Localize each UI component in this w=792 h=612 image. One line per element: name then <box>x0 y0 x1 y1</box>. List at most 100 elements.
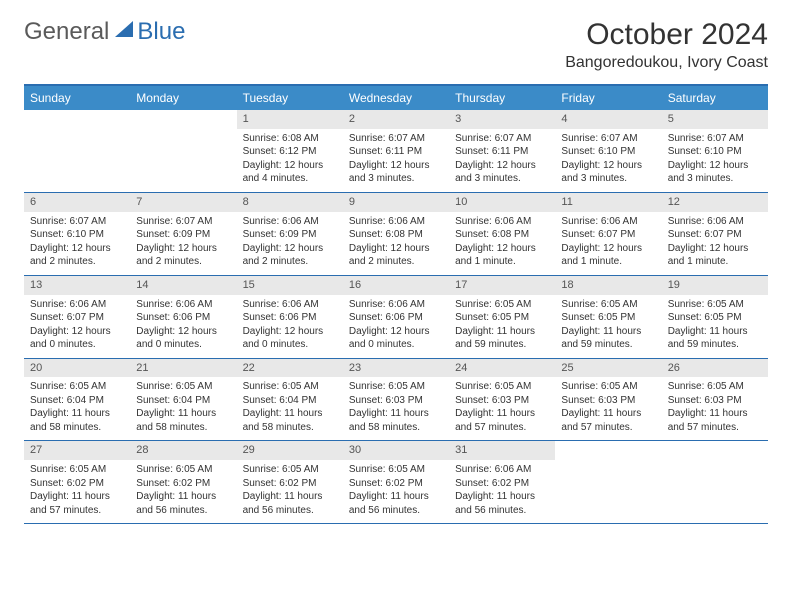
day-cell: 10Sunrise: 6:06 AMSunset: 6:08 PMDayligh… <box>449 193 555 275</box>
day-cell: 6Sunrise: 6:07 AMSunset: 6:10 PMDaylight… <box>24 193 130 275</box>
day-cell: 4Sunrise: 6:07 AMSunset: 6:10 PMDaylight… <box>555 110 661 192</box>
day-cell: 13Sunrise: 6:06 AMSunset: 6:07 PMDayligh… <box>24 276 130 358</box>
sunset-text: Sunset: 6:04 PM <box>243 394 337 408</box>
day-cell: 26Sunrise: 6:05 AMSunset: 6:03 PMDayligh… <box>662 359 768 441</box>
day-cell: 1Sunrise: 6:08 AMSunset: 6:12 PMDaylight… <box>237 110 343 192</box>
sunset-text: Sunset: 6:05 PM <box>561 311 655 325</box>
day-number: 23 <box>343 359 449 378</box>
day-body: Sunrise: 6:06 AMSunset: 6:08 PMDaylight:… <box>449 212 555 275</box>
daylight-text: Daylight: 12 hours and 2 minutes. <box>136 242 230 269</box>
sunset-text: Sunset: 6:03 PM <box>349 394 443 408</box>
day-header-sun: Sunday <box>24 86 130 110</box>
logo-sail-icon <box>113 18 135 46</box>
sunrise-text: Sunrise: 6:07 AM <box>561 132 655 146</box>
day-body: Sunrise: 6:05 AMSunset: 6:03 PMDaylight:… <box>449 377 555 440</box>
day-number: 3 <box>449 110 555 129</box>
daylight-text: Daylight: 11 hours and 56 minutes. <box>349 490 443 517</box>
sunset-text: Sunset: 6:05 PM <box>668 311 762 325</box>
sunrise-text: Sunrise: 6:06 AM <box>349 298 443 312</box>
title-block: October 2024 Bangoredoukou, Ivory Coast <box>565 18 768 72</box>
daylight-text: Daylight: 11 hours and 59 minutes. <box>668 325 762 352</box>
day-number: 1 <box>237 110 343 129</box>
daylight-text: Daylight: 11 hours and 56 minutes. <box>455 490 549 517</box>
day-cell: 17Sunrise: 6:05 AMSunset: 6:05 PMDayligh… <box>449 276 555 358</box>
sunset-text: Sunset: 6:09 PM <box>136 228 230 242</box>
daylight-text: Daylight: 11 hours and 58 minutes. <box>136 407 230 434</box>
day-number: 8 <box>237 193 343 212</box>
sunrise-text: Sunrise: 6:07 AM <box>455 132 549 146</box>
daylight-text: Daylight: 11 hours and 59 minutes. <box>561 325 655 352</box>
sunset-text: Sunset: 6:02 PM <box>136 477 230 491</box>
day-body: Sunrise: 6:06 AMSunset: 6:07 PMDaylight:… <box>662 212 768 275</box>
day-number: 13 <box>24 276 130 295</box>
day-number: 27 <box>24 441 130 460</box>
daylight-text: Daylight: 12 hours and 0 minutes. <box>136 325 230 352</box>
day-cell: 30Sunrise: 6:05 AMSunset: 6:02 PMDayligh… <box>343 441 449 523</box>
day-cell <box>662 441 768 523</box>
day-header-tue: Tuesday <box>237 86 343 110</box>
sunset-text: Sunset: 6:11 PM <box>455 145 549 159</box>
sunset-text: Sunset: 6:07 PM <box>30 311 124 325</box>
day-header-wed: Wednesday <box>343 86 449 110</box>
daylight-text: Daylight: 11 hours and 57 minutes. <box>455 407 549 434</box>
day-cell: 21Sunrise: 6:05 AMSunset: 6:04 PMDayligh… <box>130 359 236 441</box>
week-row: 6Sunrise: 6:07 AMSunset: 6:10 PMDaylight… <box>24 193 768 276</box>
day-body: Sunrise: 6:06 AMSunset: 6:06 PMDaylight:… <box>130 295 236 358</box>
sunset-text: Sunset: 6:08 PM <box>455 228 549 242</box>
day-cell: 28Sunrise: 6:05 AMSunset: 6:02 PMDayligh… <box>130 441 236 523</box>
day-cell: 15Sunrise: 6:06 AMSunset: 6:06 PMDayligh… <box>237 276 343 358</box>
sunrise-text: Sunrise: 6:07 AM <box>136 215 230 229</box>
sunset-text: Sunset: 6:04 PM <box>136 394 230 408</box>
day-cell: 7Sunrise: 6:07 AMSunset: 6:09 PMDaylight… <box>130 193 236 275</box>
day-number: 4 <box>555 110 661 129</box>
day-body: Sunrise: 6:05 AMSunset: 6:02 PMDaylight:… <box>130 460 236 523</box>
sunrise-text: Sunrise: 6:06 AM <box>30 298 124 312</box>
day-number: 18 <box>555 276 661 295</box>
calendar: Sunday Monday Tuesday Wednesday Thursday… <box>24 84 768 524</box>
sunset-text: Sunset: 6:10 PM <box>30 228 124 242</box>
day-body: Sunrise: 6:06 AMSunset: 6:07 PMDaylight:… <box>555 212 661 275</box>
daylight-text: Daylight: 12 hours and 2 minutes. <box>30 242 124 269</box>
day-body: Sunrise: 6:05 AMSunset: 6:03 PMDaylight:… <box>662 377 768 440</box>
day-number: 11 <box>555 193 661 212</box>
day-number: 9 <box>343 193 449 212</box>
sunset-text: Sunset: 6:10 PM <box>668 145 762 159</box>
sunset-text: Sunset: 6:03 PM <box>455 394 549 408</box>
day-body: Sunrise: 6:05 AMSunset: 6:04 PMDaylight:… <box>24 377 130 440</box>
sunrise-text: Sunrise: 6:06 AM <box>668 215 762 229</box>
week-row: 13Sunrise: 6:06 AMSunset: 6:07 PMDayligh… <box>24 276 768 359</box>
sunset-text: Sunset: 6:02 PM <box>30 477 124 491</box>
day-body: Sunrise: 6:07 AMSunset: 6:11 PMDaylight:… <box>449 129 555 192</box>
sunset-text: Sunset: 6:12 PM <box>243 145 337 159</box>
day-cell: 27Sunrise: 6:05 AMSunset: 6:02 PMDayligh… <box>24 441 130 523</box>
day-number <box>130 110 236 129</box>
daylight-text: Daylight: 12 hours and 1 minute. <box>561 242 655 269</box>
day-body: Sunrise: 6:05 AMSunset: 6:04 PMDaylight:… <box>130 377 236 440</box>
daylight-text: Daylight: 11 hours and 57 minutes. <box>30 490 124 517</box>
day-cell: 19Sunrise: 6:05 AMSunset: 6:05 PMDayligh… <box>662 276 768 358</box>
day-number <box>662 441 768 460</box>
day-cell <box>130 110 236 192</box>
day-body: Sunrise: 6:05 AMSunset: 6:04 PMDaylight:… <box>237 377 343 440</box>
day-number <box>555 441 661 460</box>
sunrise-text: Sunrise: 6:05 AM <box>136 463 230 477</box>
day-header-mon: Monday <box>130 86 236 110</box>
day-body: Sunrise: 6:05 AMSunset: 6:02 PMDaylight:… <box>343 460 449 523</box>
day-body: Sunrise: 6:05 AMSunset: 6:03 PMDaylight:… <box>555 377 661 440</box>
logo: General Blue <box>24 18 185 46</box>
day-cell <box>555 441 661 523</box>
daylight-text: Daylight: 11 hours and 58 minutes. <box>30 407 124 434</box>
day-number: 15 <box>237 276 343 295</box>
day-cell: 9Sunrise: 6:06 AMSunset: 6:08 PMDaylight… <box>343 193 449 275</box>
daylight-text: Daylight: 12 hours and 0 minutes. <box>243 325 337 352</box>
day-header-fri: Friday <box>555 86 661 110</box>
daylight-text: Daylight: 12 hours and 2 minutes. <box>349 242 443 269</box>
day-cell: 24Sunrise: 6:05 AMSunset: 6:03 PMDayligh… <box>449 359 555 441</box>
day-number <box>24 110 130 129</box>
sunrise-text: Sunrise: 6:05 AM <box>455 380 549 394</box>
sunset-text: Sunset: 6:10 PM <box>561 145 655 159</box>
day-body: Sunrise: 6:05 AMSunset: 6:02 PMDaylight:… <box>237 460 343 523</box>
sunset-text: Sunset: 6:06 PM <box>349 311 443 325</box>
day-number: 5 <box>662 110 768 129</box>
day-number: 12 <box>662 193 768 212</box>
